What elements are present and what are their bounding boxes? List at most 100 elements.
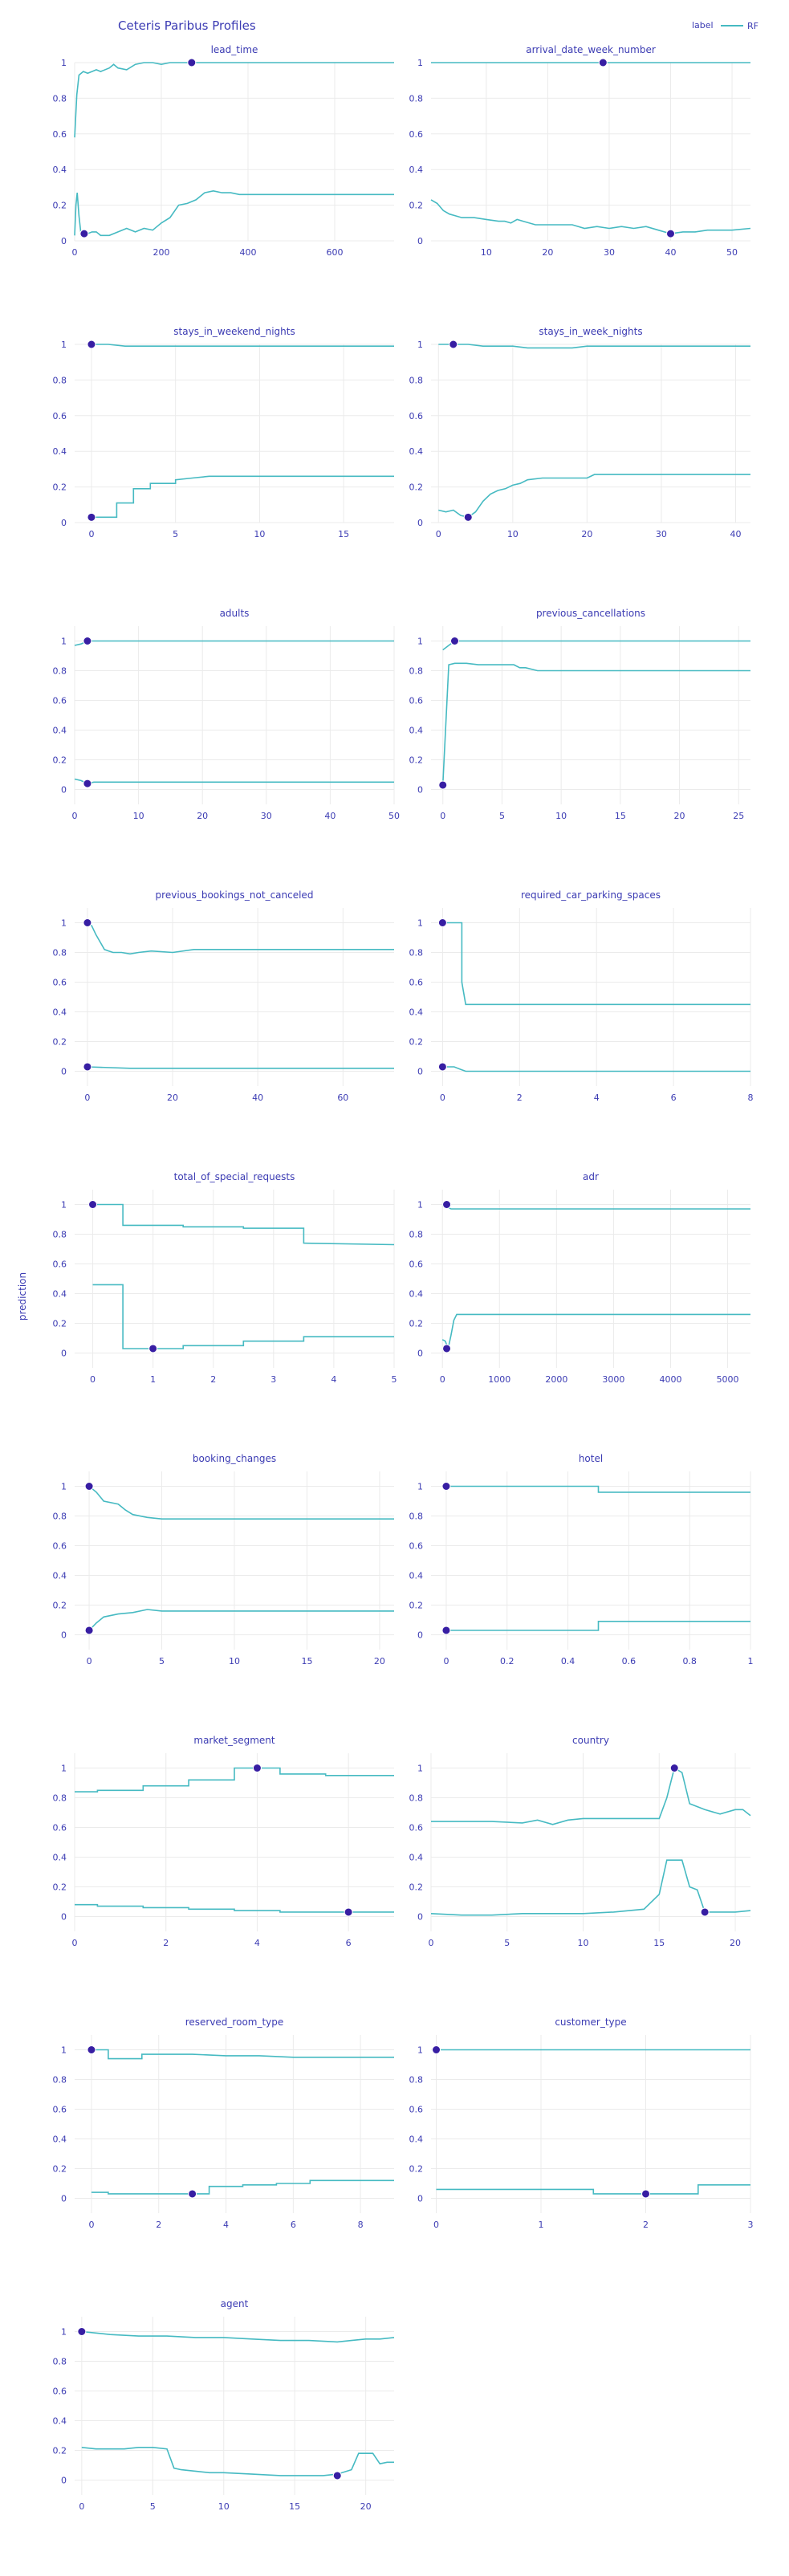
- observation-point[interactable]: [83, 637, 92, 645]
- y-tick-label: 1: [417, 2045, 423, 2056]
- y-tick-label: 0.8: [53, 2357, 67, 2367]
- observation-point[interactable]: [87, 340, 96, 349]
- observation-point[interactable]: [441, 1626, 451, 1635]
- x-tick-label: 4: [594, 1093, 600, 1103]
- observation-point[interactable]: [84, 1482, 94, 1491]
- observation-point[interactable]: [598, 58, 608, 67]
- y-tick-label: 0.4: [53, 2134, 67, 2145]
- y-tick-label: 0.4: [409, 1853, 424, 1863]
- observation-point[interactable]: [83, 918, 92, 927]
- y-tick-label: 1: [61, 637, 67, 647]
- series-line-rf-1: [81, 2330, 395, 2343]
- observation-point[interactable]: [87, 512, 96, 522]
- x-tick-label: 8: [748, 1093, 754, 1103]
- y-tick-label: 0.4: [53, 1853, 67, 1863]
- observation-point[interactable]: [252, 1764, 262, 1772]
- series-line-rf-1: [87, 922, 394, 955]
- y-tick-label: 0.6: [53, 1260, 67, 1270]
- x-tick-label: 40: [730, 529, 741, 539]
- x-tick-label: 400: [240, 247, 257, 258]
- observation-point[interactable]: [463, 512, 473, 522]
- y-tick-label: 0: [417, 1630, 423, 1641]
- observation-point[interactable]: [79, 229, 89, 238]
- x-tick-label: 5000: [717, 1374, 739, 1385]
- panel-title: arrival_date_week_number: [526, 44, 656, 55]
- panel-hotel: hotel 0 0.2 0.4 0.6 0.8 1 0 0.2 0.4 0.6 0.8 1: [409, 1453, 754, 1666]
- observation-point[interactable]: [88, 1200, 98, 1209]
- observation-point[interactable]: [344, 1907, 353, 1917]
- observation-point[interactable]: [442, 1344, 452, 1353]
- y-tick-label: 0.2: [409, 201, 424, 211]
- observation-point[interactable]: [666, 229, 675, 238]
- observation-point[interactable]: [438, 780, 448, 790]
- y-tick-label: 0.8: [409, 375, 424, 385]
- y-tick-label: 0.4: [409, 1289, 424, 1300]
- observation-point[interactable]: [148, 1344, 158, 1353]
- y-tick-label: 0.2: [409, 1037, 424, 1048]
- y-tick-label: 1: [417, 1482, 423, 1492]
- y-tick-label: 0.8: [53, 93, 67, 104]
- observation-point[interactable]: [437, 1062, 447, 1072]
- series-line-rf-2: [91, 475, 394, 519]
- panel-required-car-parking-spaces: required_car_parking_spaces 0 0.2 0.4 0.6 0.8…: [409, 889, 754, 1103]
- y-tick-label: 1: [417, 637, 423, 647]
- observation-point[interactable]: [437, 918, 447, 927]
- x-tick-label: 0: [79, 2501, 84, 2512]
- observation-point[interactable]: [84, 1626, 94, 1635]
- y-tick-label: 0.4: [409, 446, 424, 457]
- series-line-rf-1: [442, 640, 750, 651]
- y-tick-label: 0.8: [53, 948, 67, 958]
- y-tick-label: 0.6: [409, 2105, 424, 2115]
- y-tick-label: 0.2: [53, 2164, 67, 2175]
- series-line-rf-2: [430, 199, 751, 234]
- x-tick-label: 20: [674, 811, 685, 821]
- observation-point[interactable]: [700, 1907, 710, 1917]
- x-tick-label: 2: [163, 1938, 169, 1948]
- panel-title: hotel: [579, 1453, 603, 1464]
- series-line-rf-2: [88, 1609, 394, 1631]
- y-tick-label: 0.2: [409, 1882, 424, 1893]
- x-tick-label: 25: [733, 811, 744, 821]
- y-tick-label: 0.6: [53, 2105, 67, 2115]
- y-tick-label: 0.6: [53, 1541, 67, 1552]
- observation-point[interactable]: [669, 1764, 679, 1772]
- x-tick-label: 5: [504, 1938, 510, 1948]
- observation-point[interactable]: [332, 2471, 342, 2480]
- observation-point[interactable]: [449, 340, 458, 349]
- y-tick-label: 0.8: [53, 375, 67, 385]
- x-tick-label: 1: [539, 2220, 544, 2230]
- x-tick-label: 1: [150, 1374, 156, 1385]
- y-tick-label: 0.6: [53, 1823, 67, 1833]
- observation-point[interactable]: [83, 1062, 92, 1072]
- observation-point[interactable]: [83, 779, 92, 788]
- series-line-rf-1: [91, 344, 394, 347]
- x-tick-label: 2: [210, 1374, 216, 1385]
- series-line-rf-2: [91, 2179, 394, 2195]
- y-tick-label: 0.8: [409, 948, 424, 958]
- observation-point[interactable]: [187, 58, 197, 67]
- observation-point[interactable]: [449, 637, 459, 645]
- observation-point[interactable]: [442, 1200, 452, 1209]
- x-tick-label: 15: [653, 1938, 665, 1948]
- y-tick-label: 0: [61, 1349, 67, 1359]
- x-tick-label: 30: [261, 811, 272, 821]
- observation-point[interactable]: [641, 2189, 651, 2199]
- observation-point[interactable]: [188, 2189, 197, 2199]
- series-line-rf-2: [92, 1284, 394, 1349]
- x-tick-label: 40: [324, 811, 336, 821]
- series-line-rf-1: [74, 640, 394, 646]
- y-tick-label: 0.4: [53, 446, 67, 457]
- y-tick-label: 0.4: [409, 2134, 424, 2145]
- observation-point[interactable]: [87, 2045, 96, 2054]
- observation-point[interactable]: [441, 1482, 451, 1491]
- observation-point[interactable]: [432, 2045, 441, 2054]
- series-line-rf-1: [441, 1203, 750, 1210]
- observation-point[interactable]: [77, 2327, 87, 2336]
- series-line-rf-2: [438, 474, 750, 519]
- y-tick-label: 0.6: [409, 1260, 424, 1270]
- legend[interactable]: label RF: [692, 20, 758, 31]
- y-tick-label: 0.6: [53, 978, 67, 988]
- x-tick-label: 0: [433, 2220, 439, 2230]
